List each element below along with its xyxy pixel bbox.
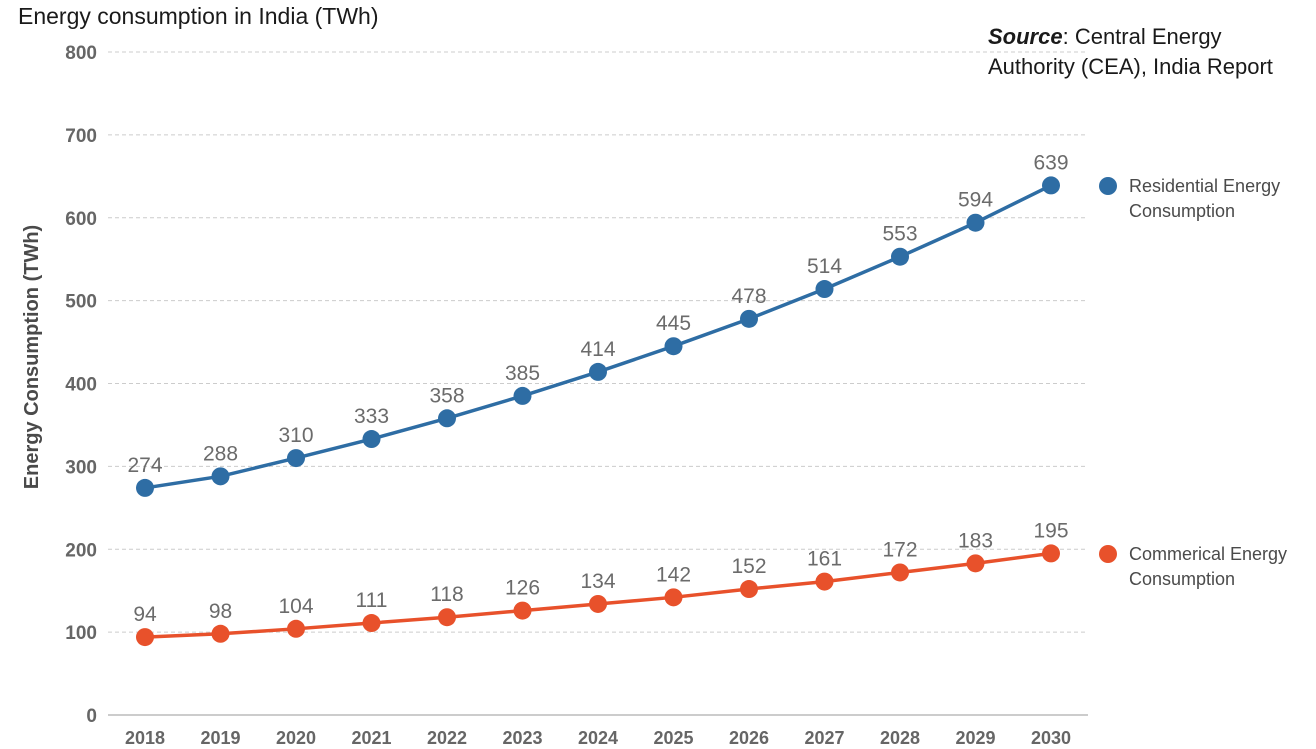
grid — [108, 51, 1088, 716]
legend-item-2: Commerical Energy Consumption — [1099, 544, 1287, 589]
y-tick-label: 700 — [65, 126, 97, 147]
data-label: 98 — [209, 600, 232, 623]
x-tick-label: 2021 — [351, 728, 391, 748]
y-tick-label: 0 — [86, 706, 97, 727]
data-point — [891, 247, 909, 266]
data-point — [136, 628, 154, 647]
data-label: 310 — [278, 424, 313, 447]
legend-label-line-2: Consumption — [1129, 201, 1235, 221]
data-point — [815, 280, 834, 299]
data-point — [438, 608, 456, 627]
data-label: 134 — [580, 570, 615, 593]
data-point — [287, 449, 305, 468]
data-point — [740, 309, 758, 328]
chart-source: Source: Central Energy — [988, 24, 1222, 49]
chart-title: Energy consumption in India (TWh) — [18, 3, 379, 29]
x-tick-label: 2026 — [729, 728, 769, 748]
series-1: 274 288 310 333 358 385 414 445 478 514 553 594 639 — [127, 151, 1069, 497]
data-point — [211, 467, 230, 486]
data-label: 414 — [580, 338, 615, 361]
legend-item-1: Residential Energy Consumption — [1099, 176, 1280, 221]
data-label: 104 — [278, 595, 313, 618]
x-axis-ticks: 2018 2019 2020 2021 2022 2023 2024 2025 2026 2027… — [125, 728, 1071, 748]
data-label: 94 — [133, 603, 157, 626]
data-point — [211, 624, 230, 643]
data-label: 161 — [807, 548, 842, 571]
data-point — [740, 580, 758, 599]
x-tick-label: 2028 — [880, 728, 920, 748]
x-tick-label: 2018 — [125, 728, 165, 748]
y-tick-label: 300 — [65, 457, 97, 478]
data-label: 142 — [656, 563, 691, 586]
source-label: Source — [988, 24, 1063, 49]
data-point — [664, 588, 683, 607]
data-label: 126 — [505, 577, 540, 600]
legend: Residential EnergyConsumptionCommerical … — [1099, 176, 1287, 589]
data-point — [1042, 544, 1060, 563]
y-tick-label: 100 — [65, 623, 97, 644]
y-tick-label: 400 — [65, 375, 97, 396]
data-label: 118 — [430, 583, 463, 606]
data-point — [815, 572, 834, 591]
data-label: 553 — [882, 223, 917, 246]
data-label: 514 — [807, 255, 842, 278]
data-label: 274 — [127, 454, 162, 477]
legend-marker — [1099, 545, 1117, 563]
data-point — [1042, 176, 1060, 195]
x-tick-label: 2024 — [578, 728, 618, 748]
y-axis-label: Energy Consumption (TWh) — [21, 225, 43, 489]
data-point — [589, 362, 607, 381]
legend-marker — [1099, 177, 1117, 195]
data-label: 478 — [731, 285, 766, 308]
data-point — [438, 409, 456, 428]
data-point — [966, 554, 985, 573]
data-point — [513, 601, 532, 620]
y-tick-label: 500 — [65, 292, 97, 313]
series: 274 288 310 333 358 385 414 445 478 514 553 594 639 9… — [127, 151, 1069, 647]
data-point — [891, 563, 909, 582]
data-point — [966, 213, 985, 232]
data-label: 333 — [354, 405, 389, 428]
data-label: 152 — [731, 555, 766, 578]
data-point — [362, 614, 381, 633]
data-label: 288 — [203, 442, 238, 465]
series-2: 94 98 104 111 118 126 134 142 152 161 172 183 195 — [133, 519, 1069, 647]
data-point — [136, 478, 154, 497]
data-label: 639 — [1033, 151, 1068, 174]
data-point — [664, 337, 683, 356]
x-tick-label: 2019 — [200, 728, 240, 748]
data-point — [362, 430, 381, 449]
source-line-2: Authority (CEA), India Report — [988, 54, 1273, 79]
y-tick-label: 200 — [65, 540, 97, 561]
legend-label-line-2: Consumption — [1129, 569, 1235, 589]
data-label: 183 — [958, 529, 993, 552]
data-label: 594 — [958, 189, 993, 212]
x-tick-label: 2025 — [653, 728, 693, 748]
y-tick-label: 800 — [65, 43, 97, 64]
y-tick-label: 600 — [65, 209, 97, 230]
x-tick-label: 2029 — [955, 728, 995, 748]
x-tick-label: 2022 — [427, 728, 467, 748]
x-tick-label: 2027 — [804, 728, 844, 748]
data-label: 445 — [656, 312, 691, 335]
data-label: 172 — [882, 538, 917, 561]
data-point — [513, 386, 532, 405]
data-point — [589, 594, 607, 613]
y-axis-ticks: 0 100 200 300 400 500 600 700 800 — [65, 43, 97, 727]
source-line-1: : Central Energy — [1063, 24, 1222, 49]
data-label: 358 — [429, 384, 464, 407]
x-tick-label: 2030 — [1031, 728, 1071, 748]
data-label: 385 — [505, 362, 540, 385]
legend-label-line-1: Commerical Energy — [1129, 544, 1287, 564]
data-label: 195 — [1033, 519, 1068, 542]
x-tick-label: 2023 — [502, 728, 542, 748]
data-point — [287, 619, 305, 638]
data-label: 111 — [356, 589, 388, 612]
legend-label-line-1: Residential Energy — [1129, 176, 1280, 196]
x-tick-label: 2020 — [276, 728, 316, 748]
